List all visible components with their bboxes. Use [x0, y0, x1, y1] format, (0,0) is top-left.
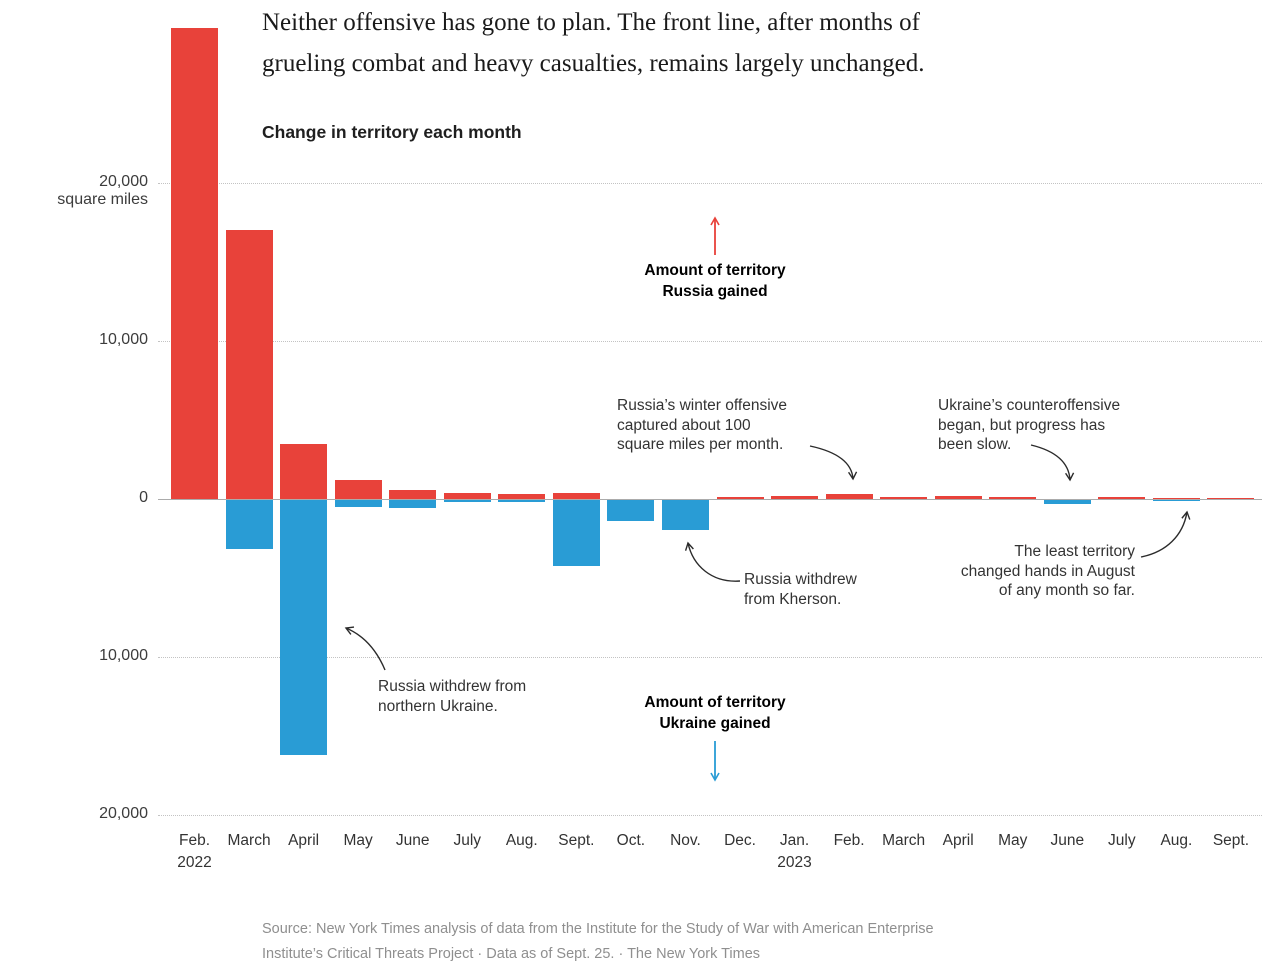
bar-russia-gained [280, 443, 328, 499]
headline: Neither offensive has gone to plan. The … [262, 9, 925, 77]
bar-russia-gained [334, 480, 382, 499]
x-tick-label: June [395, 832, 430, 849]
bar-ukraine-gained [607, 500, 655, 521]
y-tick-label: 10,000 [99, 647, 148, 665]
x-tick-label: Sept. [1212, 832, 1250, 849]
x-tick-label: Sept. [558, 832, 595, 849]
legend-ukraine-gained: Amount of territory Ukraine gained [644, 694, 786, 732]
x-tick-label: Feb. 2022 [177, 832, 212, 871]
bar-russia-gained [389, 489, 437, 499]
zero-axis-line [158, 499, 1262, 500]
annotation-winter-offensive: Russia’s winter offensive captured about… [617, 397, 788, 453]
bar-ukraine-gained [1043, 500, 1091, 504]
bar-ukraine-gained [661, 500, 709, 531]
gridline [158, 657, 1262, 659]
bar-russia-gained [989, 496, 1037, 499]
bar-ukraine-gained [334, 500, 382, 508]
x-tick-label: April [288, 832, 320, 849]
source-credit: Source: New York Times analysis of data … [262, 921, 934, 962]
legend-russia-gained: Amount of territory Russia gained [644, 262, 786, 300]
x-tick-label: Aug. [1160, 832, 1193, 849]
bar-ukraine-gained [225, 500, 273, 550]
y-tick-label: 10,000 [99, 330, 148, 348]
x-tick-label: April [942, 832, 974, 849]
annotation-kherson: Russia withdrew from Kherson. [744, 571, 857, 608]
x-tick-label: Jan. 2023 [777, 832, 812, 871]
x-tick-label: June [1050, 832, 1085, 849]
x-tick-label: Aug. [505, 832, 538, 849]
x-tick-label: May [343, 832, 373, 849]
bar-russia-gained [552, 492, 600, 499]
bar-russia-gained [443, 493, 491, 499]
bar-russia-gained [1152, 498, 1200, 499]
annotation-least-territory: The least territory changed hands in Aug… [960, 543, 1135, 599]
bar-russia-gained [1098, 496, 1146, 499]
x-tick-label: July [453, 832, 482, 849]
annotation-northern-ukraine: Russia withdrew from northern Ukraine. [378, 678, 527, 715]
bar-russia-gained [498, 494, 546, 499]
x-tick-label: Nov. [670, 832, 701, 849]
x-tick-label: Oct. [616, 832, 646, 849]
bar-ukraine-gained [552, 500, 600, 567]
bar-russia-gained [1207, 498, 1255, 499]
x-tick-label: May [998, 832, 1028, 849]
x-tick-label: March [227, 832, 271, 849]
bar-ukraine-gained [280, 500, 328, 755]
gridline [158, 182, 1262, 184]
y-tick-label: 0 [139, 489, 148, 506]
bar-russia-gained [171, 27, 218, 499]
annotation-counteroffensive: Ukraine’s counteroffensive began, but pr… [938, 397, 1121, 453]
bar-russia-gained [225, 230, 273, 499]
bar-ukraine-gained [1152, 500, 1200, 501]
x-tick-label: March [882, 832, 926, 849]
bar-russia-gained [934, 495, 982, 499]
gridline [158, 815, 1262, 817]
bar-ukraine-gained [498, 500, 546, 502]
bar-russia-gained [825, 494, 873, 499]
x-tick-label: July [1108, 832, 1136, 849]
x-tick-label: Feb. [833, 832, 865, 849]
chart-title: Change in territory each month [262, 122, 522, 142]
gridline [158, 340, 1262, 342]
bar-ukraine-gained [443, 500, 491, 502]
bar-ukraine-gained [389, 500, 437, 508]
bar-russia-gained [771, 496, 819, 499]
y-tick-label: 20,000 square miles [57, 172, 148, 208]
x-tick-label: Dec. [724, 832, 756, 849]
bar-russia-gained [880, 496, 928, 499]
bar-russia-gained [716, 497, 764, 499]
y-tick-label: 20,000 [99, 805, 148, 823]
